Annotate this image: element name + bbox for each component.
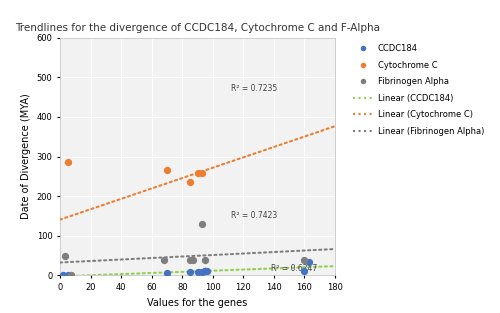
Point	[60, 254, 68, 259]
Point	[300, 258, 308, 263]
Point	[300, 268, 308, 273]
Y-axis label: Date of Divergence (MYA): Date of Divergence (MYA)	[21, 94, 31, 219]
Point	[194, 269, 202, 275]
Point	[202, 269, 210, 274]
Point	[201, 269, 209, 274]
Point	[64, 160, 72, 165]
Point	[194, 171, 202, 176]
Point	[163, 168, 171, 173]
Point	[163, 270, 171, 275]
Point	[160, 257, 168, 262]
Point	[66, 272, 74, 277]
X-axis label: Values for the genes: Values for the genes	[148, 298, 248, 308]
Legend: CCDC184, Cytochrome C, Fibrinogen Alpha, Linear (CCDC184), Linear (Cytochrome C): CCDC184, Cytochrome C, Fibrinogen Alpha,…	[350, 42, 486, 138]
Text: R² = 0.7423: R² = 0.7423	[231, 211, 278, 220]
Title: Trendlines for the divergence of CCDC184, Cytochrome C and F-Alpha: Trendlines for the divergence of CCDC184…	[15, 23, 380, 33]
Point	[198, 269, 206, 275]
Point	[305, 259, 313, 264]
Point	[186, 180, 194, 185]
Point	[64, 273, 72, 278]
Point	[59, 273, 67, 278]
Point	[198, 171, 206, 176]
Point	[189, 258, 197, 263]
Point	[198, 221, 206, 226]
Point	[186, 270, 194, 275]
Text: R² = 0.7235: R² = 0.7235	[231, 84, 278, 93]
Text: R² = 0.6247: R² = 0.6247	[271, 264, 317, 273]
Point	[201, 258, 209, 263]
Point	[201, 269, 209, 274]
Point	[186, 257, 194, 262]
Point	[66, 272, 74, 277]
Point	[201, 269, 209, 274]
